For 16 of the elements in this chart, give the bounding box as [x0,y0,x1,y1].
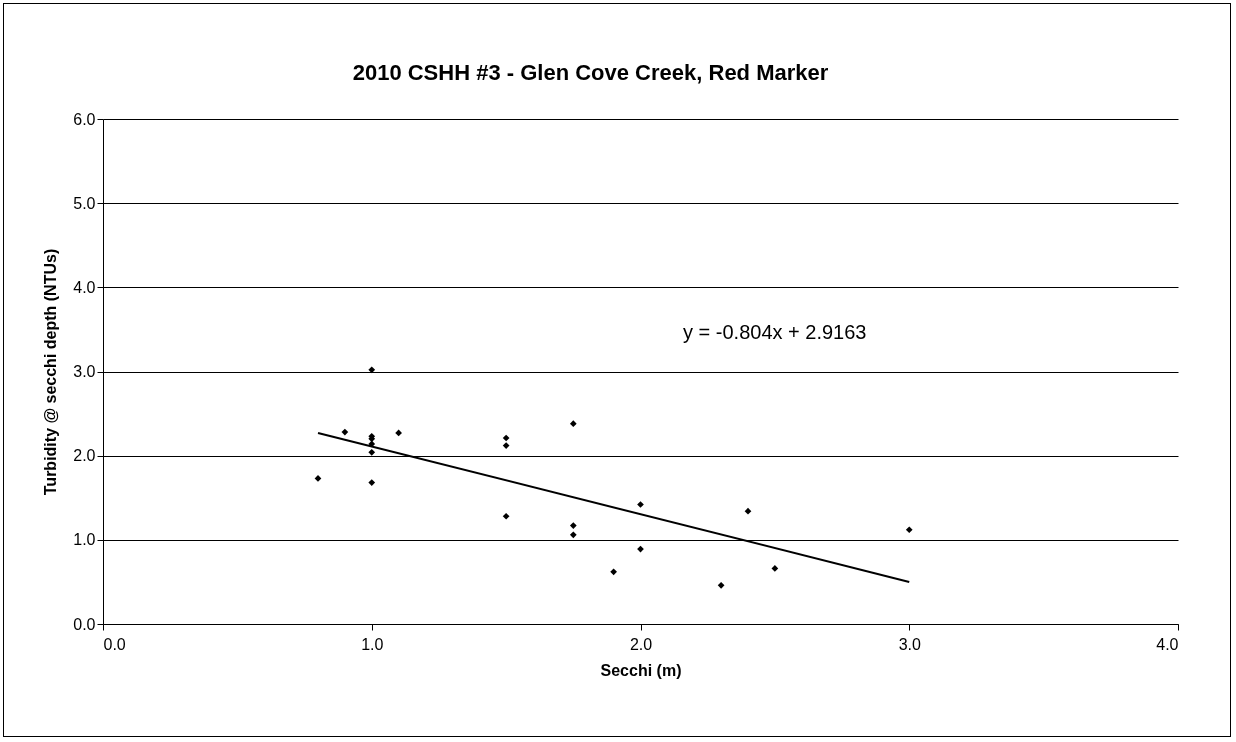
chart-title: 2010 CSHH #3 - Glen Cove Creek, Red Marker [352,60,829,85]
annotation: y = -0.804x + 2.9163 [683,321,867,343]
x-tick-label: 2.0 [629,635,653,653]
y-tick-label: 5.0 [73,194,96,212]
x-tick-label: 1.0 [361,635,384,653]
y-axis-title: Turbidity @ secchi depth (NTUs) [42,248,60,496]
y-tick-label: 0.0 [73,615,96,633]
x-tick-label: 3.0 [898,635,921,653]
x-tick-label: 4.0 [1156,635,1179,653]
x-tick-label: 0.0 [103,635,126,653]
y-tick-label: 2.0 [73,447,96,465]
x-axis-title: Secchi (m) [600,661,682,679]
y-tick-label: 3.0 [73,363,96,380]
y-tick-label: 1.0 [73,531,96,549]
y-tick-label: 6.0 [73,110,96,128]
y-tick-label: 4.0 [73,278,96,296]
